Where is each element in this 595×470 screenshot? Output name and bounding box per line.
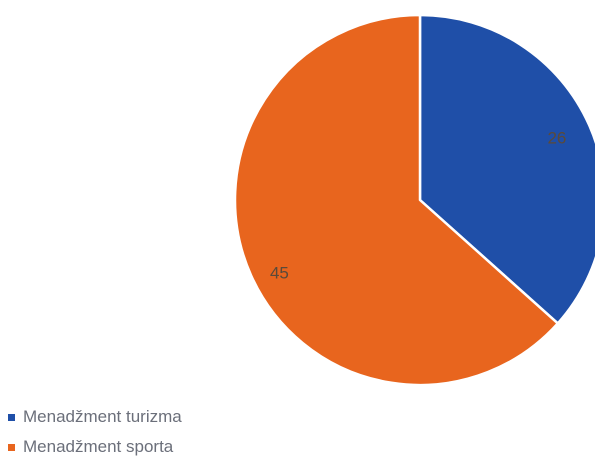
legend: Menadžment turizma Menadžment sporta <box>8 402 182 462</box>
pie-slices <box>233 13 595 387</box>
legend-label-turizam: Menadžment turizma <box>23 407 182 426</box>
legend-item-sport: Menadžment sporta <box>8 432 182 462</box>
pie-slice-turizam <box>418 13 595 325</box>
data-label-sport: 45 <box>270 263 289 282</box>
pie-plot-area: 26 45 <box>233 13 595 387</box>
legend-swatch-sport <box>8 443 15 451</box>
pie-data-labels: 26 45 <box>270 128 566 282</box>
legend-label-sport: Menadžment sporta <box>23 437 174 456</box>
legend-item-turizam: Menadžment turizma <box>8 402 182 432</box>
pie-slice-sport <box>233 13 560 387</box>
data-label-turizam: 26 <box>547 128 566 147</box>
legend-swatch-turizam <box>8 413 15 421</box>
